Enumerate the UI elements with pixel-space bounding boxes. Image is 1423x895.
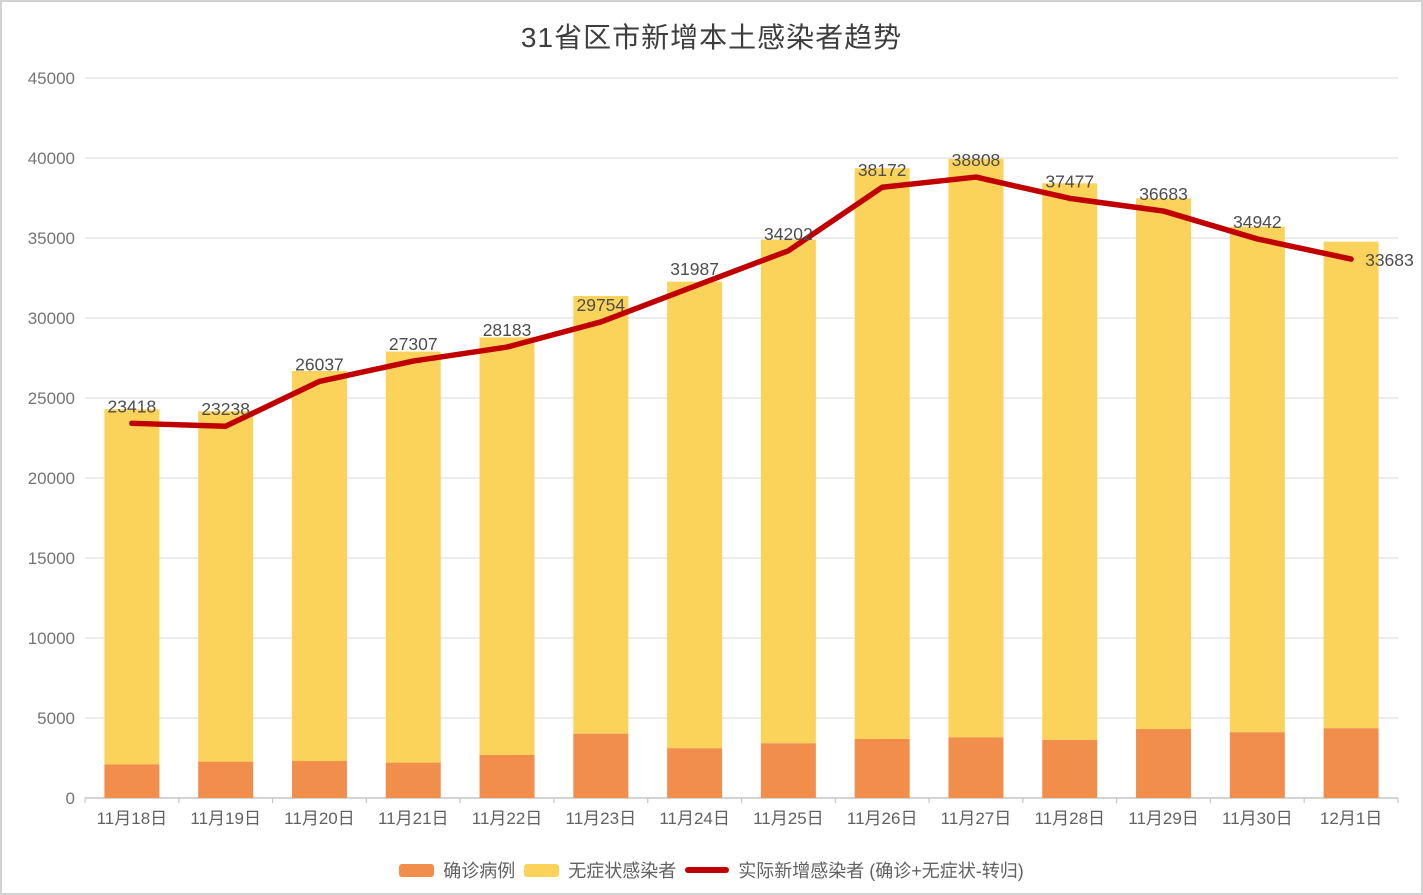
bar-confirmed (1323, 728, 1379, 798)
data-label: 37477 (1045, 171, 1094, 191)
y-tick-label: 25000 (28, 389, 75, 408)
bar-asymptomatic (573, 295, 629, 734)
bar-asymptomatic (854, 168, 910, 739)
asymptomatic-swatch-icon (524, 863, 560, 877)
data-label: 29754 (576, 295, 625, 315)
data-label: 38172 (858, 160, 907, 180)
y-tick-label: 20000 (28, 469, 75, 488)
data-label: 28183 (483, 320, 532, 340)
bar-confirmed (291, 761, 347, 798)
data-label: 31987 (670, 259, 719, 279)
confirmed-swatch-icon (399, 863, 435, 877)
chart-legend: 确诊病例 无症状感染者 实际新增感染者 (确诊+无症状-转归) (0, 857, 1423, 883)
data-label: 26037 (295, 354, 344, 374)
x-tick-label: 11月27日 (941, 809, 1012, 828)
bar-confirmed (1042, 739, 1098, 798)
bar-asymptomatic (291, 370, 347, 762)
bar-confirmed (385, 762, 441, 798)
bar-confirmed (479, 754, 535, 798)
trend-line-swatch-icon (685, 867, 730, 873)
legend-label-trend: 实际新增感染者 (确诊+无症状-转归) (738, 861, 1024, 881)
bar-confirmed (1229, 732, 1285, 798)
bar-confirmed (573, 733, 629, 798)
y-tick-label: 35000 (28, 229, 75, 248)
data-label: 34942 (1233, 212, 1282, 232)
y-tick-label: 5000 (37, 709, 75, 728)
bar-confirmed (667, 748, 723, 798)
bar-asymptomatic (948, 158, 1004, 738)
x-tick-label: 12月1日 (1320, 809, 1382, 828)
bar-asymptomatic (667, 281, 723, 749)
data-label: 27307 (389, 334, 438, 354)
bar-confirmed (854, 738, 910, 798)
data-label: 23418 (108, 396, 157, 416)
bar-asymptomatic (1323, 241, 1379, 729)
y-tick-label: 10000 (28, 629, 75, 648)
x-tick-label: 11月26日 (847, 809, 918, 828)
data-label: 33683 (1365, 250, 1414, 270)
bar-confirmed (948, 737, 1004, 798)
x-tick-label: 11月19日 (190, 809, 261, 828)
y-tick-label: 40000 (28, 149, 75, 168)
x-tick-label: 11月22日 (472, 809, 543, 828)
data-label: 36683 (1139, 184, 1188, 204)
x-tick-label: 11月29日 (1128, 809, 1199, 828)
legend-label-asymptomatic: 无症状感染者 (568, 861, 677, 881)
chart-title: 31省区市新增本土感染者趋势 (520, 22, 903, 53)
x-tick-label: 11月20日 (284, 809, 355, 828)
bar-confirmed (1136, 729, 1192, 798)
legend-item-trend: 实际新增感染者 (确诊+无症状-转归) (685, 857, 1024, 883)
data-label: 23238 (201, 399, 250, 419)
x-tick-label: 11月23日 (566, 809, 637, 828)
data-label: 34202 (764, 224, 813, 244)
x-tick-label: 11月18日 (97, 809, 168, 828)
trend-line (129, 174, 1354, 429)
x-tick-label: 11月24日 (659, 809, 730, 828)
legend-item-asymptomatic: 无症状感染者 (524, 857, 676, 883)
legend-item-confirmed: 确诊病例 (399, 857, 515, 883)
x-tick-label: 11月30日 (1222, 809, 1293, 828)
bar-asymptomatic (104, 409, 160, 765)
legend-label-confirmed: 确诊病例 (443, 861, 516, 881)
bar-asymptomatic (760, 239, 816, 744)
bar-asymptomatic (479, 337, 535, 755)
x-tick-label: 11月21日 (378, 809, 449, 828)
bar-confirmed (104, 764, 160, 798)
y-tick-label: 0 (66, 789, 75, 808)
bar-asymptomatic (385, 351, 441, 763)
data-label: 38808 (952, 150, 1001, 170)
bar-confirmed (760, 743, 816, 798)
bar-asymptomatic (198, 411, 254, 762)
y-tick-label: 15000 (28, 549, 75, 568)
bar-asymptomatic (1042, 183, 1098, 740)
x-tick-label: 11月28日 (1034, 809, 1105, 828)
bar-confirmed (198, 761, 254, 798)
bar-asymptomatic (1136, 198, 1192, 730)
x-tick-label: 11月25日 (753, 809, 824, 828)
y-tick-label: 30000 (28, 309, 75, 328)
bar-asymptomatic (1229, 226, 1285, 733)
y-tick-label: 45000 (28, 69, 75, 88)
